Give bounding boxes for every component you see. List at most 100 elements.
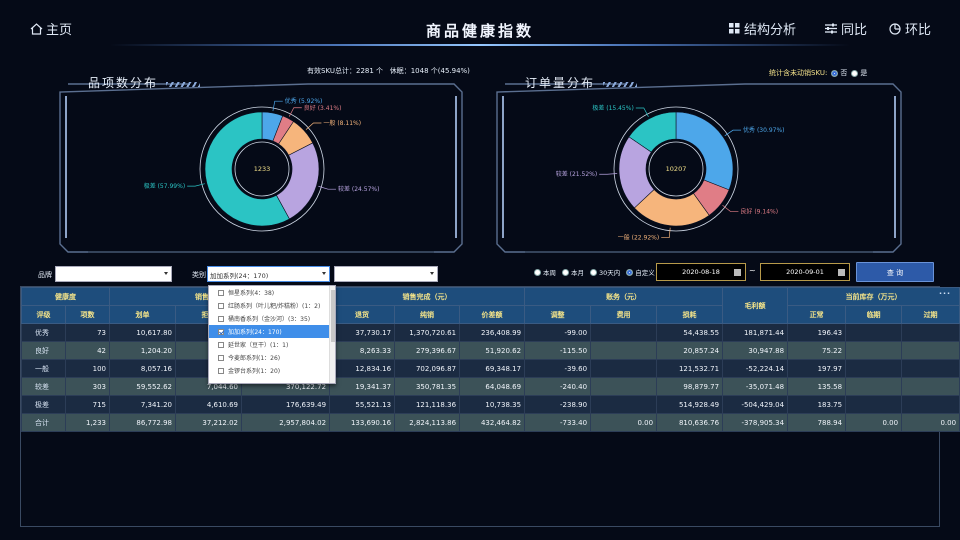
health-table: 健康度 销售发出（元） 销售完成（元） 账务（元） 毛利额 当前库存（万元）··…	[21, 287, 960, 432]
category-option-label: 恒星系列(4：38)	[228, 290, 275, 297]
subcategory-select[interactable]	[334, 266, 438, 282]
calendar-icon	[838, 269, 845, 276]
nav-yoy[interactable]: 同比	[825, 19, 867, 38]
table-row[interactable]: 较差 303 59,552.62 7,044.60 370,122.72 19,341.3…	[21, 377, 960, 396]
table-cell: 514,928.49	[656, 395, 724, 414]
nav-mom[interactable]: 环比	[889, 19, 931, 38]
category-option-label: 红肠系列（叶儿粑/炸糕粉）(1：2)	[228, 303, 321, 310]
table-cell: 100	[65, 359, 110, 378]
category-select[interactable]: 加加系列(24：170)	[207, 266, 330, 282]
more-icon[interactable]: ···	[938, 289, 952, 298]
query-button[interactable]: 查 询	[856, 262, 934, 282]
table-cell: -39.60	[524, 359, 592, 378]
date-from-input[interactable]: 2020-08-18	[656, 263, 746, 281]
group-stock-label: 当前库存（万元）	[845, 292, 902, 301]
table-row[interactable]: 优秀 73 10,617.80 37,730.17 1,370,720.61 236,40…	[21, 323, 960, 342]
health-table-container: 健康度 销售发出（元） 销售完成（元） 账务（元） 毛利额 当前库存（万元）··…	[20, 286, 960, 527]
table-cell: 350,781.35	[394, 377, 461, 396]
donut-slice-excellent[interactable]	[675, 111, 734, 191]
table-cell: -504,429.04	[722, 395, 789, 414]
col-header: 评级	[21, 305, 66, 324]
category-dropdown-menu: 恒星系列(4：38) 红肠系列（叶儿粑/炸糕粉）(1：2) 桶南香系列（金沙河）(3…	[208, 285, 336, 384]
table-cell: 1,370,720.61	[394, 323, 461, 342]
dropdown-scrollbar[interactable]	[329, 286, 335, 383]
table-cell: 121,532.71	[656, 359, 724, 378]
category-option[interactable]: 今麦郎系列(1：26)	[209, 351, 335, 364]
category-option[interactable]: 延世家（豆干）(1：1)	[209, 338, 335, 351]
title-underline	[110, 44, 850, 46]
checkbox-icon[interactable]	[218, 289, 224, 296]
table-total-row[interactable]: 合计 1,233 86,772.98 37,212.02 2,957,804.02 133…	[21, 413, 960, 432]
row-rating: 优秀	[21, 323, 66, 342]
sku-total-value: 2281 个	[355, 67, 384, 75]
table-cell	[901, 395, 960, 414]
table-cell: 55,521.13	[329, 395, 396, 414]
category-option-label: 金锣台系列(1：20)	[228, 368, 281, 375]
table-cell: 176,639.49	[240, 395, 331, 414]
table-cell: 303	[65, 377, 110, 396]
period-this-month[interactable]: 本月	[562, 267, 584, 277]
clock-pie-icon	[889, 22, 901, 35]
category-option[interactable]: 加加系列(24：170)	[209, 325, 335, 338]
category-option-label: 桶南香系列（金沙河）(3：35)	[228, 316, 311, 323]
table-cell: 37,212.02	[175, 413, 242, 432]
table-cell: 64,048.69	[459, 377, 526, 396]
table-cell: 69,348.17	[459, 359, 526, 378]
leader-line	[635, 107, 649, 117]
category-option[interactable]: 红肠系列（叶儿粑/炸糕粉）(1：2)	[209, 299, 335, 312]
home-link[interactable]: 主页	[30, 19, 72, 38]
checkbox-icon[interactable]	[218, 315, 224, 322]
col-header: 费用	[590, 305, 658, 324]
panel-frame-left	[59, 83, 463, 253]
table-row[interactable]: 一般 100 8,057.16 12,834.16 702,096.87 69,348.1…	[21, 359, 960, 378]
leader-line	[661, 227, 671, 239]
donut-slice-very_poor[interactable]	[628, 111, 677, 153]
table-cell: 7,341.20	[109, 395, 176, 414]
col-header: 纯销	[394, 305, 461, 324]
slice-label: 极差 (57.99%)	[144, 182, 185, 190]
col-header: 退货	[329, 305, 396, 324]
date-to-input[interactable]: 2020-09-01	[760, 263, 850, 281]
table-row[interactable]: 良好 42 1,204.20 8,263.33 279,396.67 51,920.62-…	[21, 341, 960, 360]
donut-slice-very_poor[interactable]	[204, 111, 290, 227]
table-cell: 51,920.62	[459, 341, 526, 360]
stat-toggle-yes[interactable]: 是	[851, 68, 867, 78]
period-this-week[interactable]: 本周	[534, 267, 556, 277]
scrollbar-thumb[interactable]	[331, 290, 335, 342]
brand-select[interactable]	[55, 266, 172, 282]
period-label: 本月	[571, 269, 584, 277]
category-option[interactable]: 桶南香系列（金沙河）(3：35)	[209, 312, 335, 325]
checkbox-icon[interactable]	[218, 302, 224, 309]
stat-toggle-no[interactable]: 否	[831, 68, 847, 78]
table-row[interactable]: 极差 715 7,341.20 4,610.69 176,639.49 55,521.13…	[21, 395, 960, 414]
checkbox-icon[interactable]	[218, 367, 224, 374]
table-cell: 20,857.24	[656, 341, 724, 360]
table-cell: 121,118.36	[394, 395, 461, 414]
category-options-list: 恒星系列(4：38) 红肠系列（叶儿粑/炸糕粉）(1：2) 桶南香系列（金沙河）(3…	[209, 286, 335, 377]
nav-structure-analysis[interactable]: 结构分析	[729, 19, 796, 38]
checkbox-icon[interactable]	[218, 354, 224, 361]
category-option[interactable]: 金锣台系列(1：20)	[209, 364, 335, 377]
checkbox-checked-icon[interactable]	[218, 328, 224, 335]
period-30-days[interactable]: 30天内	[590, 267, 620, 277]
checkbox-icon[interactable]	[218, 341, 224, 348]
nav-mom-label: 环比	[905, 23, 932, 38]
table-cell: 30,947.88	[722, 341, 789, 360]
row-rating: 合计	[21, 413, 66, 432]
slice-label: 良好 (3.41%)	[304, 104, 342, 112]
row-rating: 较差	[21, 377, 66, 396]
table-cell: -115.50	[524, 341, 592, 360]
table-cell	[901, 323, 960, 342]
table-cell: 715	[65, 395, 110, 414]
period-radio-group: 本周 本月 30天内 自定义	[534, 267, 655, 277]
category-option[interactable]: 恒星系列(4：38)	[209, 286, 335, 299]
slice-label: 一般 (22.92%)	[618, 234, 659, 242]
table-cell: 0.00	[901, 413, 960, 432]
table-cell: -240.40	[524, 377, 592, 396]
group-gross-profit: 毛利额	[722, 287, 789, 324]
group-stock: 当前库存（万元） ···	[787, 287, 960, 306]
table-cell: 788.94	[787, 413, 847, 432]
period-label: 自定义	[635, 269, 655, 277]
period-custom[interactable]: 自定义	[626, 267, 655, 277]
table-cell	[590, 395, 658, 414]
